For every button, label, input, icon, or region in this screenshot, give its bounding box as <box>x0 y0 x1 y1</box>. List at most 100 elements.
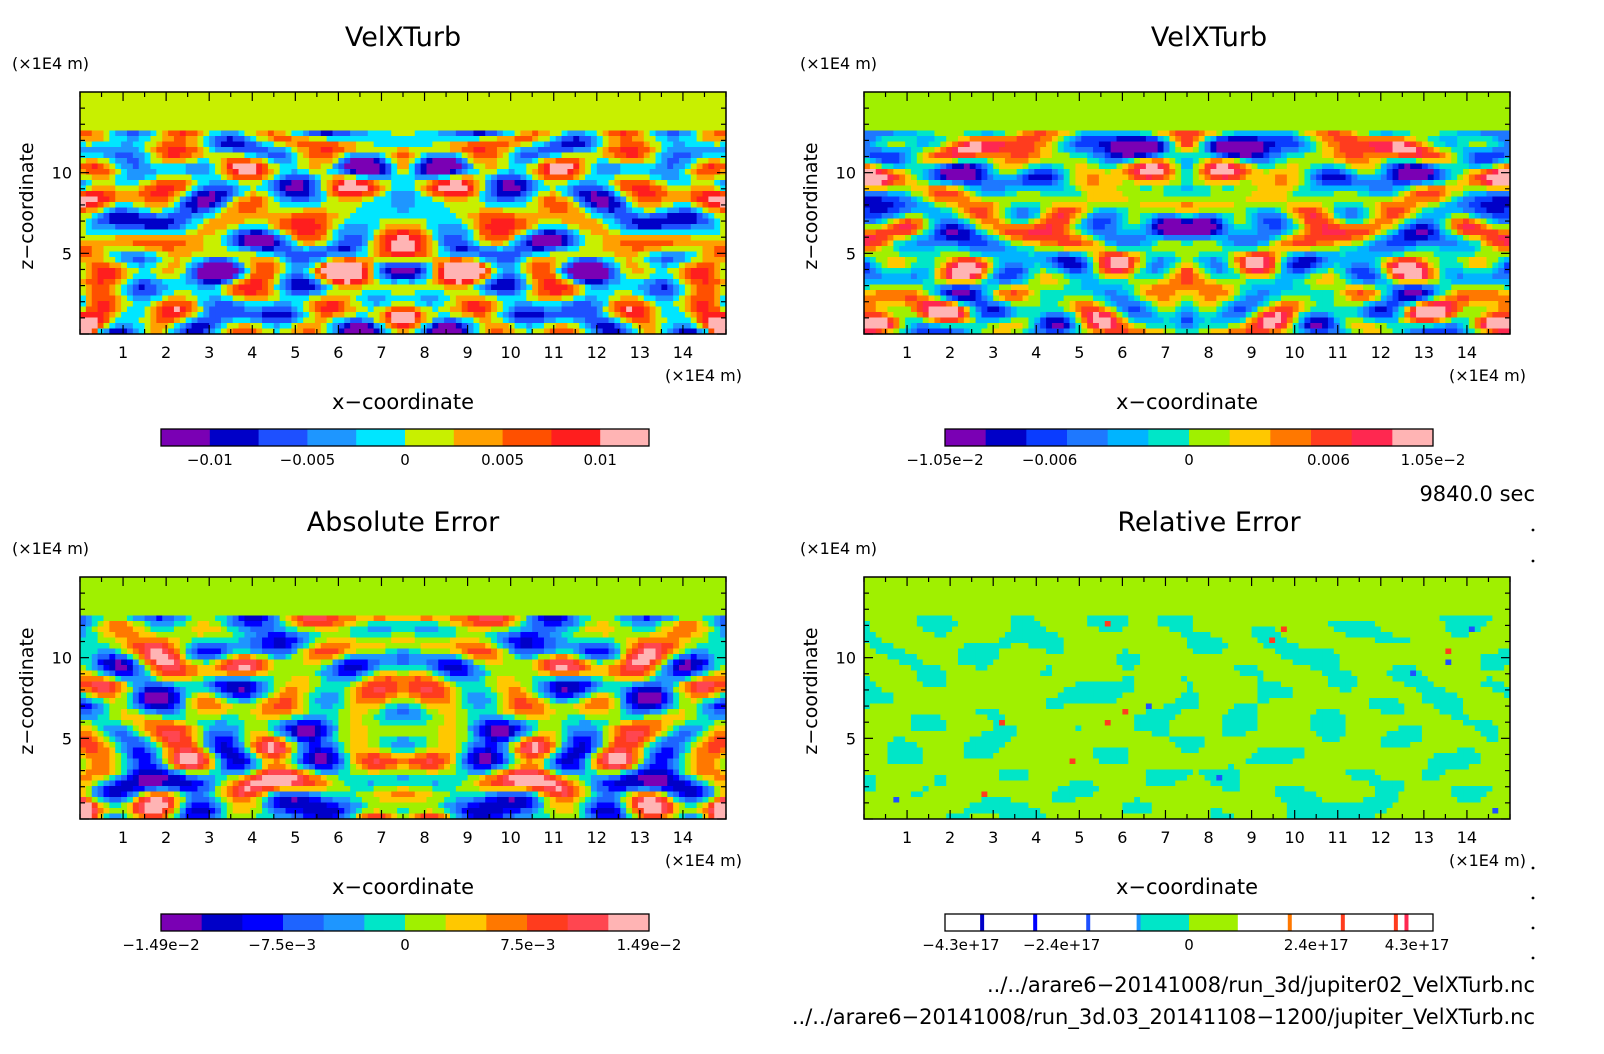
field-cell <box>220 152 228 159</box>
field-cell <box>667 257 674 263</box>
field-cell <box>162 229 169 236</box>
field-cell <box>608 202 615 208</box>
field-cell <box>103 147 110 153</box>
field-cell <box>708 152 715 159</box>
field-cell <box>614 273 621 280</box>
field-cell <box>1028 136 1035 142</box>
field-cell <box>326 163 333 170</box>
field-cell <box>303 191 310 197</box>
field-cell <box>1063 152 1070 159</box>
field-cell <box>543 191 551 197</box>
field-cell <box>1128 147 1135 153</box>
field-cell <box>379 290 386 296</box>
field-cell <box>485 328 492 335</box>
field-cell <box>338 130 345 137</box>
field-cell <box>444 224 451 230</box>
field-cell <box>708 312 715 318</box>
field-cell <box>1486 130 1493 137</box>
field-cell <box>244 163 251 170</box>
field-cell <box>508 141 515 148</box>
field-cell <box>115 323 122 329</box>
field-cell <box>361 180 369 186</box>
field-cell <box>714 251 721 258</box>
field-cell <box>426 317 433 324</box>
field-cell <box>156 273 163 280</box>
field-cell <box>209 207 216 214</box>
field-cell <box>655 158 662 164</box>
field-cell <box>637 323 645 329</box>
field-cell <box>708 158 715 164</box>
field-cell <box>138 240 145 247</box>
field-cell <box>1204 163 1211 170</box>
field-cell <box>397 229 404 236</box>
field-cell <box>567 213 574 219</box>
field-cell <box>887 152 894 159</box>
field-cell <box>532 163 539 170</box>
field-cell <box>614 268 621 274</box>
field-cell <box>532 251 539 258</box>
field-cell <box>350 169 357 175</box>
field-cell <box>156 235 163 241</box>
field-cell <box>203 246 210 252</box>
field-cell <box>455 306 463 313</box>
field-cell <box>168 158 175 164</box>
field-cell <box>191 130 198 137</box>
field-cell <box>543 268 551 274</box>
field-cell <box>91 268 99 274</box>
field-cell <box>220 240 228 247</box>
field-cell <box>473 185 480 192</box>
field-cell <box>467 141 474 148</box>
field-cell <box>952 158 959 164</box>
field-cell <box>608 213 615 219</box>
field-cell <box>549 323 557 329</box>
field-cell <box>279 257 286 263</box>
field-cell <box>543 152 551 159</box>
field-cell <box>391 251 398 258</box>
field-cell <box>185 158 192 164</box>
field-cell <box>573 224 580 230</box>
field-cell <box>643 240 651 247</box>
field-cell <box>444 180 451 186</box>
field-cell <box>197 224 204 230</box>
field-cell <box>420 295 427 302</box>
field-cell <box>408 328 416 335</box>
field-cell <box>485 246 492 252</box>
field-cell <box>473 152 480 159</box>
field-cell <box>332 174 339 181</box>
field-cell <box>667 224 674 230</box>
field-cell <box>150 207 157 214</box>
field-cell <box>397 323 404 329</box>
field-cell <box>1275 141 1282 148</box>
field-cell <box>303 240 310 247</box>
field-cell <box>150 213 157 219</box>
field-cell <box>367 328 375 335</box>
field-cell <box>1175 136 1182 142</box>
field-cell <box>232 284 239 291</box>
field-cell <box>975 147 982 153</box>
field-cell <box>467 317 474 324</box>
field-cell <box>1257 136 1264 142</box>
field-cell <box>291 147 298 153</box>
field-cell <box>220 295 228 302</box>
field-cell <box>367 180 375 186</box>
field-cell <box>191 235 198 241</box>
field-cell <box>426 323 433 329</box>
field-cell <box>203 251 210 258</box>
field-cell <box>215 301 222 307</box>
field-cell <box>614 169 621 175</box>
field-cell <box>115 158 122 164</box>
field-cell <box>438 185 445 192</box>
field-cell <box>1063 163 1070 170</box>
field-cell <box>373 306 380 313</box>
field-cell <box>391 224 398 230</box>
field-cell <box>526 196 533 203</box>
field-cell <box>244 152 251 159</box>
field-cell <box>356 317 363 324</box>
field-cell <box>684 163 692 170</box>
field-cell <box>226 174 234 181</box>
field-cell <box>1439 141 1446 148</box>
field-cell <box>397 185 404 192</box>
field-cell <box>262 323 269 329</box>
field-cell <box>461 196 468 203</box>
field-cell <box>179 301 187 307</box>
